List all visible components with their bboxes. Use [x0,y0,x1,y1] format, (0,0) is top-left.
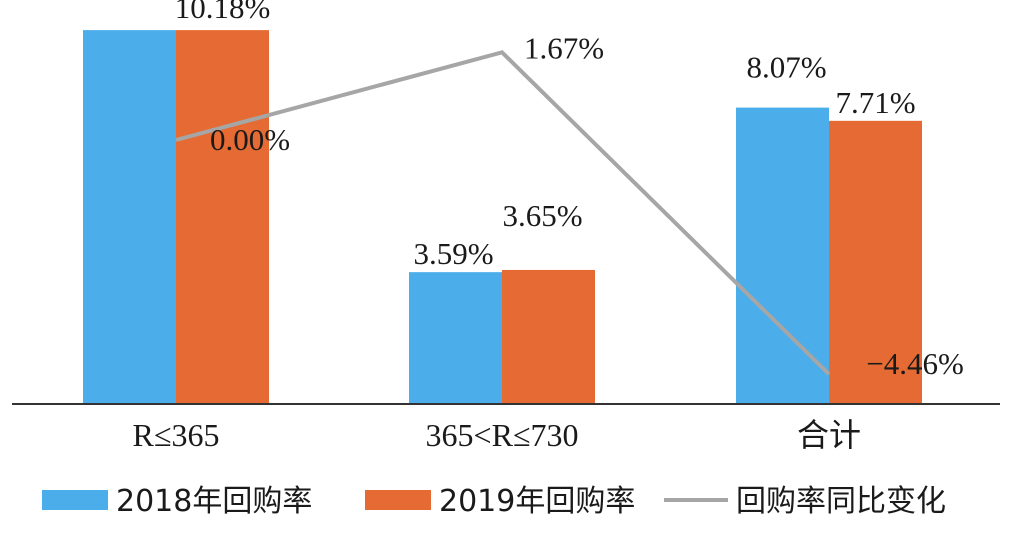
data-label-change-2: −4.46% [866,346,964,381]
bar-2018-2 [736,107,829,405]
data-label-2019-2: 7.71% [835,85,915,120]
category-labels-layer: R≤365 365<R≤730 合计 [133,417,861,453]
bar-2019-2 [829,120,922,404]
legend-label-2018: 2018年回购率 [116,484,312,519]
data-label-change-0: 0.00% [210,122,290,157]
legend-label-2019: 2019年回购率 [439,484,635,519]
category-label-1: 365<R≤730 [426,417,579,453]
category-label-0: R≤365 [133,417,220,453]
data-label-2018-2: 8.07% [746,50,826,85]
legend: 2018年回购率 2019年回购率 回购率同比变化 [42,484,946,519]
yoy-change-line [175,50,831,376]
data-label-2019-0: 10.18% [175,0,271,25]
category-label-2: 合计 [797,417,861,453]
bar-2019-1 [502,269,595,404]
legend-label-change: 回购率同比变化 [736,484,946,519]
bars-layer [83,30,922,405]
bar-2018-0 [83,30,176,404]
legend-swatch-2018 [42,490,108,510]
data-label-change-1: 1.67% [524,30,604,65]
bar-2018-1 [409,272,502,404]
data-label-2019-1: 3.65% [502,198,582,233]
legend-swatch-2019 [365,490,431,510]
data-label-2018-1: 3.59% [413,236,493,271]
bar-2019-0 [176,30,269,404]
data-labels-layer: 10.18%10.18%3.59%3.65%8.07%7.71%0.00%1.6… [175,0,964,381]
